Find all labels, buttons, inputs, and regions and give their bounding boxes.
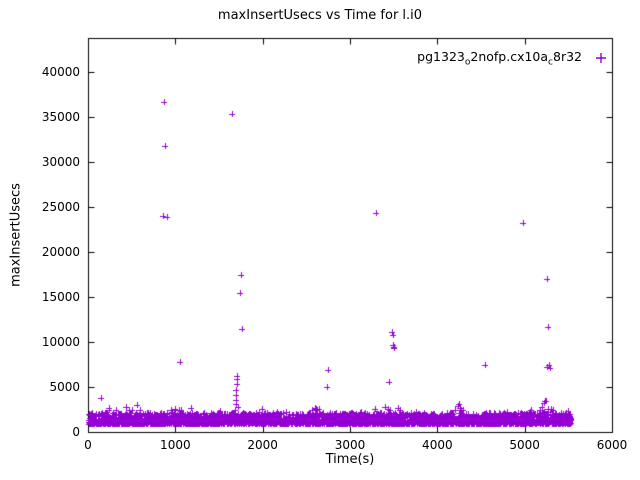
y-tick-label: 15000 bbox=[41, 290, 80, 305]
x-axis-label: Time(s) bbox=[325, 452, 375, 467]
y-tick-label: 10000 bbox=[41, 335, 80, 350]
legend: pg1323o2nofp.cx10ac8r32 bbox=[417, 49, 608, 68]
chart-title: maxInsertUsecs vs Time for l.i0 bbox=[217, 8, 423, 23]
y-tick-label: 30000 bbox=[41, 155, 80, 170]
x-tick-label: 4000 bbox=[422, 438, 453, 452]
x-tick-label: 3000 bbox=[334, 438, 366, 452]
x-tick-label: 5000 bbox=[509, 438, 540, 452]
x-tick-label: 2000 bbox=[247, 438, 278, 452]
y-tick-label: 40000 bbox=[41, 65, 80, 80]
x-tick-label: 0 bbox=[84, 438, 92, 452]
y-tick-label: 35000 bbox=[41, 110, 80, 125]
y-tick-label: 25000 bbox=[41, 200, 80, 215]
y-tick-label: 0 bbox=[72, 425, 80, 439]
x-tick-label: 1000 bbox=[160, 438, 191, 452]
y-axis-label: maxInsertUsecs bbox=[8, 183, 24, 287]
x-tick-label: 6000 bbox=[596, 438, 628, 452]
legend-marker-plus-icon bbox=[596, 53, 606, 64]
y-tick-label: 20000 bbox=[41, 245, 80, 260]
legend-series-label: pg1323o2nofp.cx10ac8r32 bbox=[417, 49, 582, 68]
y-tick-label: 5000 bbox=[49, 380, 80, 395]
